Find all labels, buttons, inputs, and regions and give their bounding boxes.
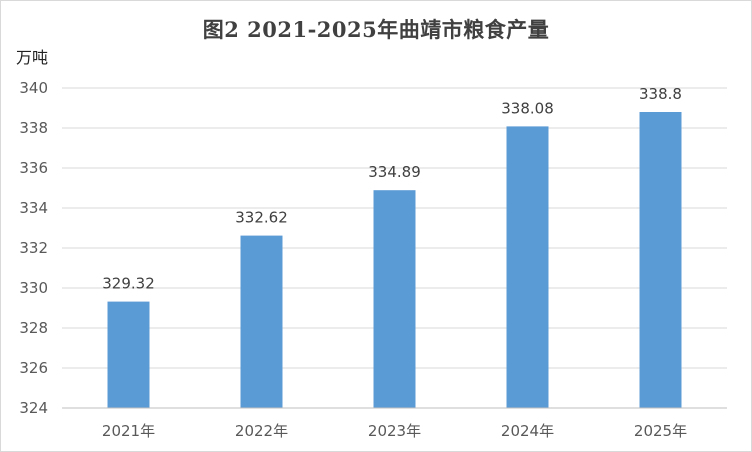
bars bbox=[107, 112, 682, 409]
data-label: 338.8 bbox=[639, 85, 682, 103]
x-tick-label: 2022年 bbox=[235, 422, 288, 440]
y-tick-label: 330 bbox=[19, 279, 48, 297]
x-tick-label: 2025年 bbox=[634, 422, 687, 440]
bar bbox=[506, 126, 549, 409]
data-label: 332.62 bbox=[235, 209, 288, 227]
data-labels: 329.32 332.62 334.89 338.08 338.8 bbox=[102, 85, 682, 293]
y-tick-label: 326 bbox=[19, 359, 48, 377]
x-tick-label: 2024年 bbox=[501, 422, 554, 440]
y-tick-label: 324 bbox=[19, 399, 48, 417]
data-label: 329.32 bbox=[102, 275, 155, 293]
y-tick-label: 328 bbox=[19, 319, 48, 337]
x-axis-ticks: 2021年 2022年 2023年 2024年 2025年 bbox=[102, 422, 687, 440]
y-tick-label: 334 bbox=[19, 199, 48, 217]
y-tick-label: 336 bbox=[19, 159, 48, 177]
bar bbox=[240, 235, 283, 408]
bar bbox=[639, 112, 682, 408]
chart-title: 图2 2021-2025年曲靖市粮食产量 bbox=[202, 17, 550, 42]
y-tick-label: 340 bbox=[19, 79, 48, 97]
y-tick-label: 332 bbox=[19, 239, 48, 257]
data-label: 338.08 bbox=[501, 99, 554, 117]
data-label: 334.89 bbox=[368, 163, 421, 181]
bar bbox=[107, 301, 150, 408]
y-tick-label: 338 bbox=[19, 119, 48, 137]
x-tick-label: 2023年 bbox=[368, 422, 421, 440]
y-axis-unit-label: 万吨 bbox=[16, 48, 49, 67]
bar bbox=[373, 190, 416, 408]
x-tick-label: 2021年 bbox=[102, 422, 155, 440]
y-axis-ticks: 324 326 328 330 332 334 336 338 340 bbox=[19, 79, 48, 417]
